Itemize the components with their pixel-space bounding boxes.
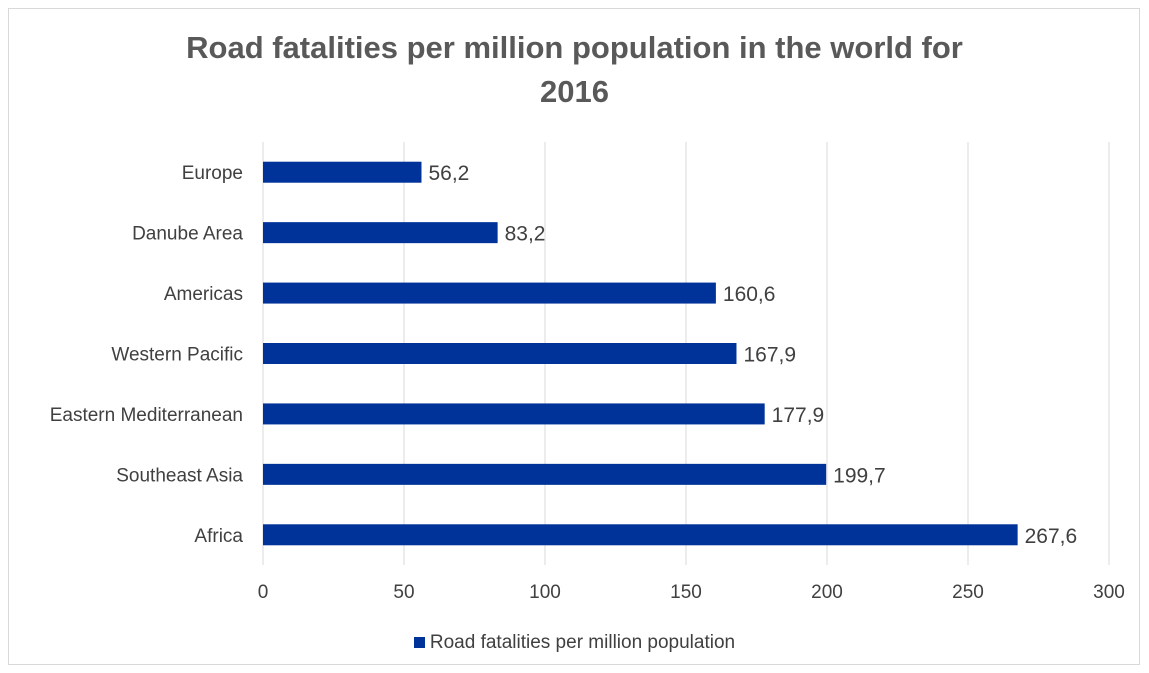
data-label: 167,9 (743, 344, 796, 367)
category-label: Europe (182, 163, 243, 184)
legend: Road fatalities per million population (0, 632, 1149, 654)
x-tick-label: 100 (529, 582, 561, 603)
data-label: 56,2 (428, 162, 469, 185)
category-label: Eastern Mediterranean (50, 405, 243, 426)
legend-label: Road fatalities per million population (429, 632, 736, 653)
chart-frame (8, 8, 1140, 665)
data-label: 160,6 (723, 283, 776, 306)
legend-swatch (413, 637, 425, 648)
x-tick-label: 300 (1093, 582, 1125, 603)
data-label: 267,6 (1025, 525, 1078, 548)
bar (263, 463, 827, 485)
bar (263, 403, 765, 425)
data-label: 199,7 (833, 464, 886, 487)
bar (263, 524, 1018, 546)
category-label: Africa (194, 526, 243, 547)
category-label: Danube Area (132, 224, 243, 245)
category-label: Americas (164, 284, 243, 305)
data-label: 177,9 (772, 404, 825, 427)
bar (263, 343, 737, 364)
x-tick-label: 250 (952, 582, 984, 603)
x-tick-label: 200 (811, 582, 843, 603)
x-tick-label: 0 (258, 582, 269, 603)
category-label: Western Pacific (111, 345, 243, 366)
x-tick-label: 50 (393, 582, 414, 603)
bar (263, 282, 716, 304)
x-tick-label: 150 (670, 582, 702, 603)
bar (263, 222, 498, 244)
category-label: Southeast Asia (116, 465, 243, 486)
data-label: 83,2 (505, 223, 546, 246)
bar (263, 161, 422, 183)
chart-title: Road fatalities per million population i… (186, 30, 963, 109)
